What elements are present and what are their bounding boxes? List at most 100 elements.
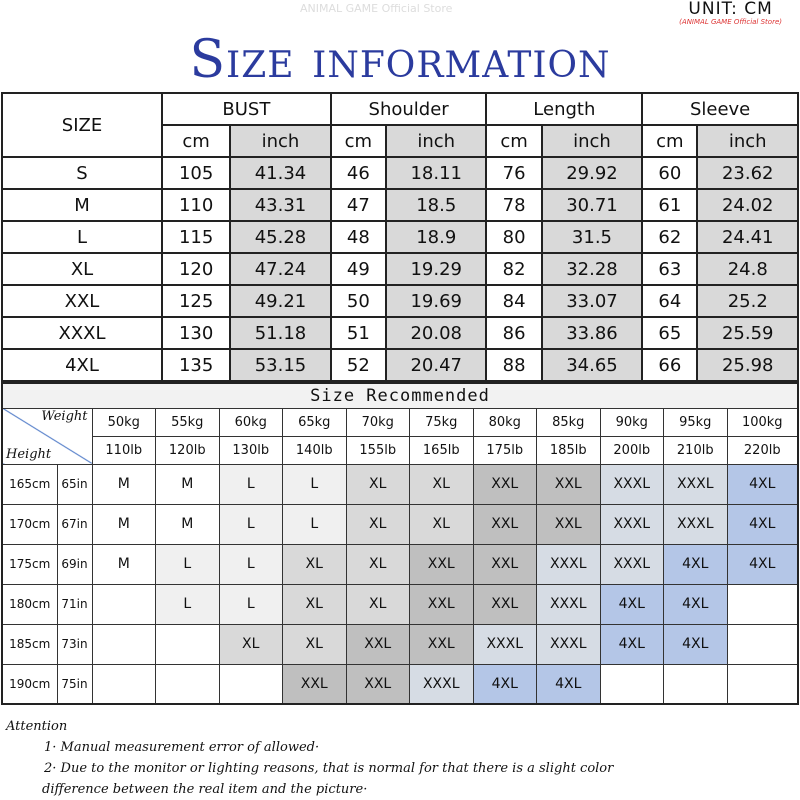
value-cell: 76 xyxy=(485,156,543,190)
lb-header: 185lb xyxy=(536,435,601,465)
size-cell: XL xyxy=(345,463,410,505)
size-cell xyxy=(91,583,156,625)
size-cell: XXXL xyxy=(536,583,601,625)
value-cell: 63 xyxy=(641,252,699,286)
size-cell xyxy=(155,663,220,705)
size-cell: XXXL xyxy=(1,316,163,350)
height-in: 65in xyxy=(56,463,93,505)
value-cell: 66 xyxy=(641,348,699,382)
table-row: S 105 41.34 46 18.11 76 29.92 60 23.62 xyxy=(1,156,799,190)
size-cell: L xyxy=(218,543,283,585)
attention-section: Attention 1· Manual measurement error of… xyxy=(6,716,613,800)
size-cell: L xyxy=(218,503,283,545)
value-cell: 34.65 xyxy=(540,348,644,382)
lb-header: 140lb xyxy=(282,435,347,465)
size-cell: 4XL xyxy=(536,663,601,705)
size-cell: 4XL xyxy=(726,503,799,545)
unit-label: UNIT: CM (ANIMAL GAME Official Store) xyxy=(679,0,782,26)
value-cell: 23.62 xyxy=(696,156,799,190)
unit-row: cm inch cm inch cm inch cm inch xyxy=(2,124,799,158)
table-row: XXXL 130 51.18 51 20.08 86 33.86 65 25.59 xyxy=(1,316,799,350)
size-cell: XXL xyxy=(409,543,474,585)
cm-header: cm xyxy=(329,124,387,158)
size-cell: XXL xyxy=(345,663,410,705)
kg-header: 60kg xyxy=(218,407,283,437)
size-cell: XXL xyxy=(409,623,474,665)
value-cell: 53.15 xyxy=(229,348,332,382)
value-cell: 33.86 xyxy=(540,316,644,350)
value-cell: 25.2 xyxy=(696,284,799,318)
height-cm: 165cm xyxy=(1,463,58,505)
lb-header: 165lb xyxy=(409,435,474,465)
size-cell: 4XL xyxy=(1,348,163,382)
height-row: 170cm 67in M M L L XL XL XXL XXL XXXL XXXL 4XL xyxy=(1,503,799,545)
value-cell: 60 xyxy=(641,156,699,190)
value-cell: 51 xyxy=(329,316,387,350)
kg-header: 85kg xyxy=(536,407,601,437)
size-cell: XXL xyxy=(472,463,537,505)
weight-label: Weight xyxy=(41,408,88,424)
value-cell: 84 xyxy=(485,284,543,318)
size-cell: XXXL xyxy=(599,543,664,585)
size-cell: 4XL xyxy=(726,463,799,505)
title-row: Size Recommended xyxy=(1,382,799,409)
value-cell: 18.5 xyxy=(384,188,488,222)
size-cell: M xyxy=(155,503,220,545)
size-cell: M xyxy=(155,463,220,505)
size-cell: XL xyxy=(345,503,410,545)
height-row: 165cm 65in M M L L XL XL XXL XXL XXXL XXXL 4XL xyxy=(1,463,799,505)
size-cell: XXXL xyxy=(599,463,664,505)
attention-heading: Attention xyxy=(6,719,68,734)
kg-header: 50kg xyxy=(91,407,156,437)
height-row: 175cm 69in M L L XL XL XXL XXL XXXL XXXL 4XL 4XL xyxy=(1,543,799,585)
cm-header: cm xyxy=(160,124,232,158)
value-cell: 52 xyxy=(329,348,387,382)
size-cell: L xyxy=(218,583,283,625)
size-cell: 4XL xyxy=(472,663,537,705)
cm-header: cm xyxy=(641,124,699,158)
size-cell: XL xyxy=(282,623,347,665)
size-cell: XL xyxy=(409,503,474,545)
kg-row: Weight Height 50kg 55kg 60kg 65kg 70kg 75kg 80kg… xyxy=(1,407,799,465)
size-cell xyxy=(663,663,728,705)
size-cell: XXL xyxy=(472,583,537,625)
size-cell xyxy=(218,663,283,705)
height-row: 185cm 73in XL XL XXL XXL XXXL XXXL 4XL 4XL xyxy=(1,623,799,665)
value-cell: 24.41 xyxy=(696,220,799,254)
size-cell: L xyxy=(282,463,347,505)
value-cell: 61 xyxy=(641,188,699,222)
value-cell: 19.29 xyxy=(384,252,488,286)
note-2: 2· Due to the monitor or lighting reason… xyxy=(44,761,614,776)
value-cell: 82 xyxy=(485,252,543,286)
kg-header: 55kg xyxy=(155,407,220,437)
size-cell: XXL xyxy=(345,623,410,665)
kg-header: 65kg xyxy=(282,407,347,437)
value-cell: 25.59 xyxy=(696,316,799,350)
value-cell: 65 xyxy=(641,316,699,350)
size-cell xyxy=(599,663,664,705)
size-cell: XXL xyxy=(536,503,601,545)
inch-header: inch xyxy=(229,124,332,158)
table-row: M 110 43.31 47 18.5 78 30.71 61 24.02 xyxy=(1,188,799,222)
kg-header: 95kg xyxy=(663,407,728,437)
value-cell: 130 xyxy=(160,316,232,350)
value-cell: 125 xyxy=(160,284,232,318)
value-cell: 78 xyxy=(485,188,543,222)
kg-header: 80kg xyxy=(472,407,537,437)
value-cell: 105 xyxy=(160,156,232,190)
table-row: XL 120 47.24 49 19.29 82 32.28 63 24.8 xyxy=(1,252,799,286)
size-cell: XL xyxy=(345,543,410,585)
kg-header: 90kg xyxy=(599,407,664,437)
size-cell: XXXL xyxy=(472,623,537,665)
height-in: 75in xyxy=(56,663,93,705)
size-cell: XXL xyxy=(409,583,474,625)
value-cell: 19.69 xyxy=(384,284,488,318)
size-cell: S xyxy=(1,156,163,190)
size-cell: XXXL xyxy=(536,623,601,665)
value-cell: 20.08 xyxy=(384,316,488,350)
watermark: ANIMAL GAME Official Store xyxy=(300,2,453,15)
lb-header: 110lb xyxy=(91,435,156,465)
table-row: 4XL 135 53.15 52 20.47 88 34.65 66 25.98 xyxy=(1,348,799,382)
value-cell: 47 xyxy=(329,188,387,222)
page-title: Size information xyxy=(189,30,611,90)
